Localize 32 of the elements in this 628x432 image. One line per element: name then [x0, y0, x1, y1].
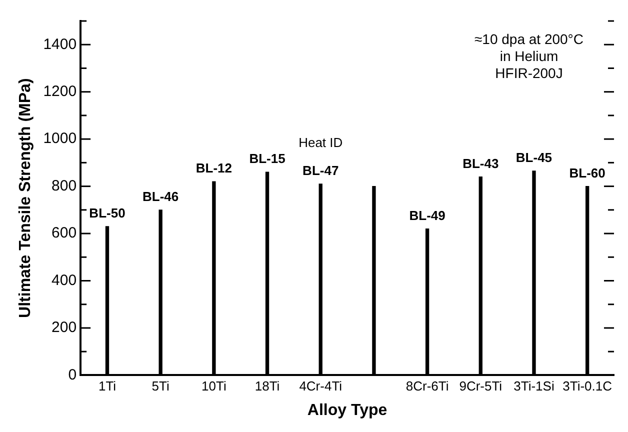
annotation: in Helium [500, 48, 558, 64]
annotation: BL-50 [89, 206, 126, 221]
annotation: BL-43 [462, 156, 499, 171]
y-tick-label: 400 [52, 272, 77, 289]
x-axis-title: Alloy Type [307, 402, 388, 419]
y-tick-label: 1000 [43, 130, 77, 148]
y-tick-label: 0 [68, 366, 77, 384]
annotation: BL-45 [516, 150, 552, 166]
y-tick-label: 600 [52, 224, 77, 242]
x-tick-label: 1Ti [98, 378, 116, 394]
annotation: HFIR-200J [495, 64, 563, 81]
annotation: Heat ID [298, 135, 343, 150]
annotation: BL-49 [409, 208, 446, 223]
x-tick-label: 18Ti [254, 378, 280, 394]
x-tick-label: 3Ti-1Si [514, 378, 554, 394]
x-tick-label: 8Cr-6Ti [406, 378, 449, 394]
annotation: ≈10 dpa at 200°C [474, 30, 584, 47]
annotation: BL-15 [249, 151, 286, 166]
x-tick-label: 9Cr-5Ti [459, 378, 502, 394]
y-tick-label: 1200 [43, 82, 77, 100]
annotation: BL-46 [142, 188, 179, 204]
annotation: BL-47 [302, 163, 339, 178]
x-tick-label: 4Cr-4Ti [299, 378, 342, 394]
x-tick-label: 10Ti [202, 378, 226, 394]
annotation: BL-12 [196, 160, 232, 176]
x-tick-label: 5Ti [152, 378, 170, 394]
annotation: BL-60 [569, 165, 606, 180]
y-tick-label: 200 [52, 319, 77, 336]
y-axis-title: Ultimate Tensile Strength (MPa) [17, 78, 34, 318]
y-tick-label: 800 [52, 177, 77, 194]
y-tick-label: 1400 [43, 36, 77, 53]
x-tick-label: 3Ti-0.1C [562, 378, 612, 394]
